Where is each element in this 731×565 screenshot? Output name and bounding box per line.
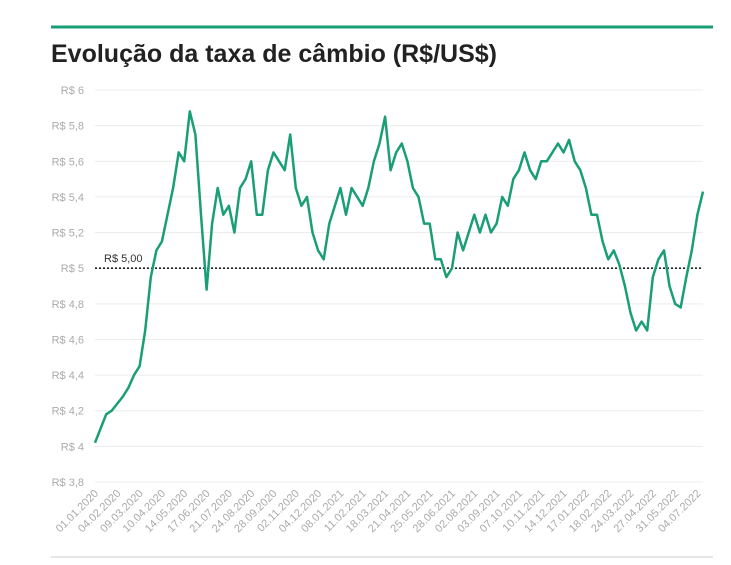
y-tick-label: R$ 4,6 (52, 334, 84, 346)
y-tick-label: R$ 4,8 (52, 299, 84, 311)
y-tick-label: R$ 5,6 (52, 156, 84, 168)
y-tick-label: R$ 5,8 (52, 121, 84, 133)
series-line (93, 110, 705, 444)
y-tick-label: R$ 4 (61, 441, 84, 453)
y-tick-label: R$ 5,2 (52, 228, 84, 240)
y-tick-label: R$ 4,4 (52, 370, 84, 382)
y-tick-label: R$ 5,4 (52, 192, 84, 204)
y-tick-label: R$ 5 (61, 263, 84, 275)
chart-title: Evolução da taxa de câmbio (R$/US$) (51, 40, 497, 68)
y-tick-label: R$ 6 (61, 85, 84, 97)
reference-label: R$ 5,00 (104, 253, 143, 265)
y-tick-label: R$ 3,8 (52, 477, 84, 489)
y-tick-label: R$ 4,2 (52, 406, 84, 418)
